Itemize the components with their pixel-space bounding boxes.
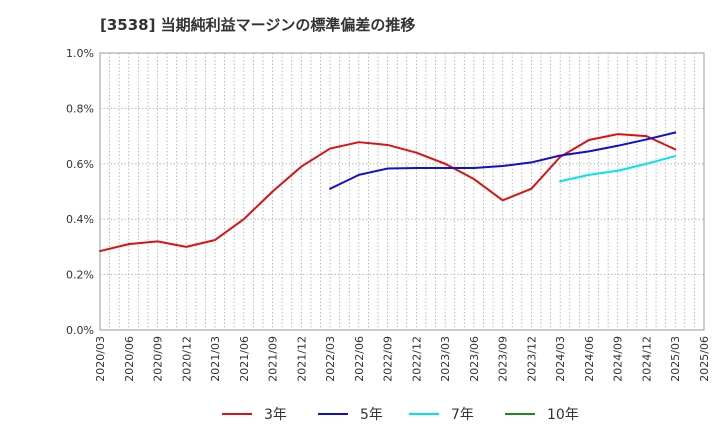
x-tick-label: 2023/09: [497, 336, 510, 382]
legend-label: 3年: [264, 407, 287, 423]
legend: 3年 5年 7年 10年: [222, 407, 579, 423]
vertical-grid: [109, 53, 695, 330]
x-tick-label: 2022/03: [324, 336, 337, 382]
x-axis-ticks: 2020/03 2020/06 2020/09 2020/12 2021/03 2021/…: [94, 336, 711, 382]
x-tick-label: 2020/06: [123, 336, 136, 382]
x-tick-label: 2024/06: [583, 336, 596, 382]
legend-label: 7年: [451, 407, 474, 423]
series-line-3: [559, 155, 677, 183]
x-tick-label: 2020/09: [152, 336, 165, 382]
x-tick-label: 2021/09: [267, 336, 280, 382]
y-tick-label: 0.4%: [66, 213, 94, 226]
plot-area: [99, 52, 705, 331]
x-tick-label: 2021/03: [209, 336, 222, 382]
x-tick-label: 2021/12: [295, 336, 308, 382]
y-tick-label: 0.6%: [66, 158, 94, 171]
y-axis-ticks: 0.0% 0.2% 0.4% 0.6% 0.8% 1.0%: [66, 47, 94, 337]
x-tick-label: 2023/12: [525, 336, 538, 382]
x-tick-label: 2020/12: [180, 336, 193, 382]
legend-label: 5年: [360, 407, 383, 423]
x-tick-label: 2025/03: [669, 336, 682, 382]
x-tick-label: 2020/03: [94, 336, 107, 382]
series-group: [99, 131, 677, 253]
series-line-2: [329, 131, 677, 190]
x-tick-label: 2022/06: [353, 336, 366, 382]
x-tick-label: 2022/09: [382, 336, 395, 382]
x-tick-label: 2021/06: [238, 336, 251, 382]
x-tick-label: 2024/12: [640, 336, 653, 382]
y-tick-label: 0.8%: [66, 102, 94, 115]
series-line-1: [99, 133, 677, 253]
x-tick-label: 2024/09: [612, 336, 625, 382]
x-tick-label: 2023/06: [468, 336, 481, 382]
x-tick-label: 2024/03: [554, 336, 567, 382]
chart-title: [3538] 当期純利益マージンの標準偏差の推移: [100, 16, 415, 34]
y-tick-label: 0.2%: [66, 269, 94, 282]
x-tick-label: 2023/03: [439, 336, 452, 382]
legend-label: 10年: [547, 407, 579, 423]
y-tick-label: 1.0%: [66, 47, 94, 60]
x-tick-label: 2025/06: [698, 336, 711, 382]
x-tick-label: 2022/12: [410, 336, 423, 382]
horizontal-grid: [100, 108, 704, 276]
y-tick-label: 0.0%: [66, 324, 94, 337]
